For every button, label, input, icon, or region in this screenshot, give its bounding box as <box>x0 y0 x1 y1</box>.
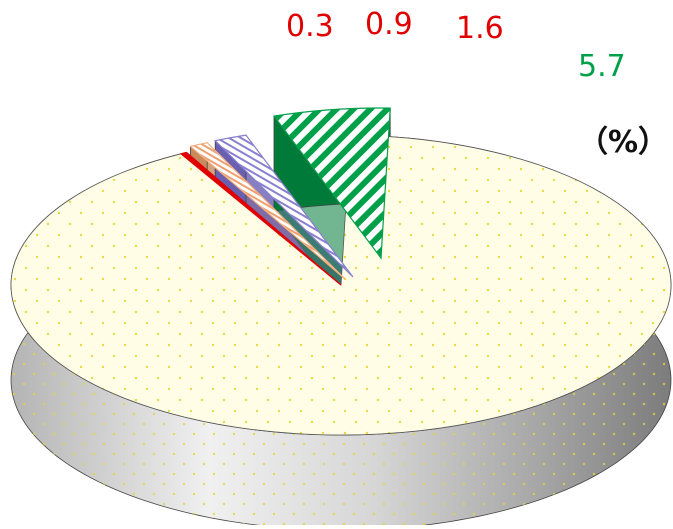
unit-label: （%） <box>578 125 668 160</box>
pie-slice <box>213 134 354 278</box>
pie-slice <box>272 107 391 260</box>
slice-value-label: 1.6 <box>456 11 504 46</box>
pie-slice <box>179 151 342 286</box>
slice-value-label: 0.3 <box>286 9 334 44</box>
pie-slice <box>189 142 346 280</box>
slice-value-label: 0.9 <box>365 7 413 42</box>
pie-slice <box>10 134 672 436</box>
pie-top-layer <box>10 107 672 436</box>
pie-label-layer: 0.3 0.9 1.6 5.7 （%） <box>286 7 668 160</box>
slice-value-label: 5.7 <box>578 49 626 84</box>
